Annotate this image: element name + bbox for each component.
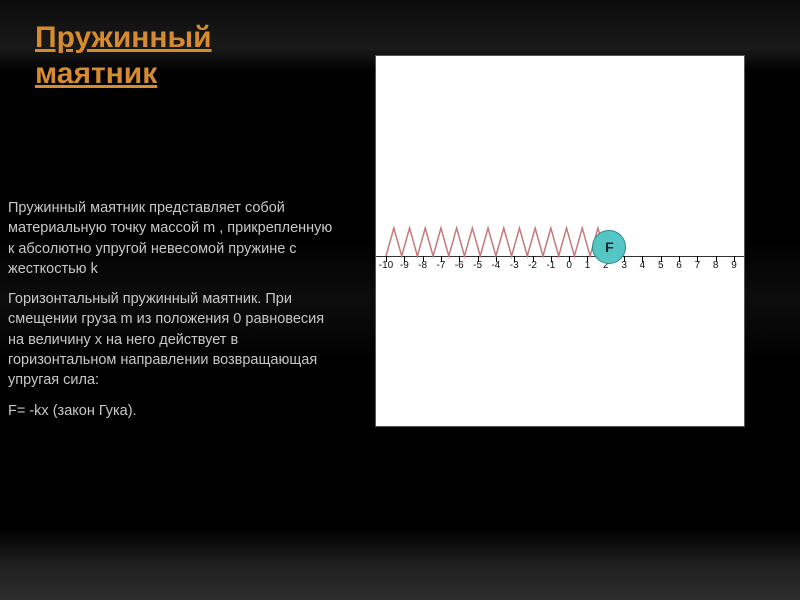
- spring-coil: [386, 228, 606, 256]
- paragraph-2: Горизонтальный пружинный маятник. При см…: [8, 289, 338, 390]
- page-title: Пружинный маятник: [35, 20, 285, 92]
- paragraph-1: Пружинный маятник представляет собой мат…: [8, 198, 338, 279]
- spring-pendulum-diagram: -10-9-8-7-6-5-4-3-2-10123456789F: [375, 55, 745, 427]
- body-text: Пружинный маятник представляет собой мат…: [8, 198, 338, 431]
- spring-svg: [376, 56, 744, 426]
- paragraph-3: F= -kx (закон Гука).: [8, 401, 338, 421]
- mass-label: F: [605, 239, 614, 255]
